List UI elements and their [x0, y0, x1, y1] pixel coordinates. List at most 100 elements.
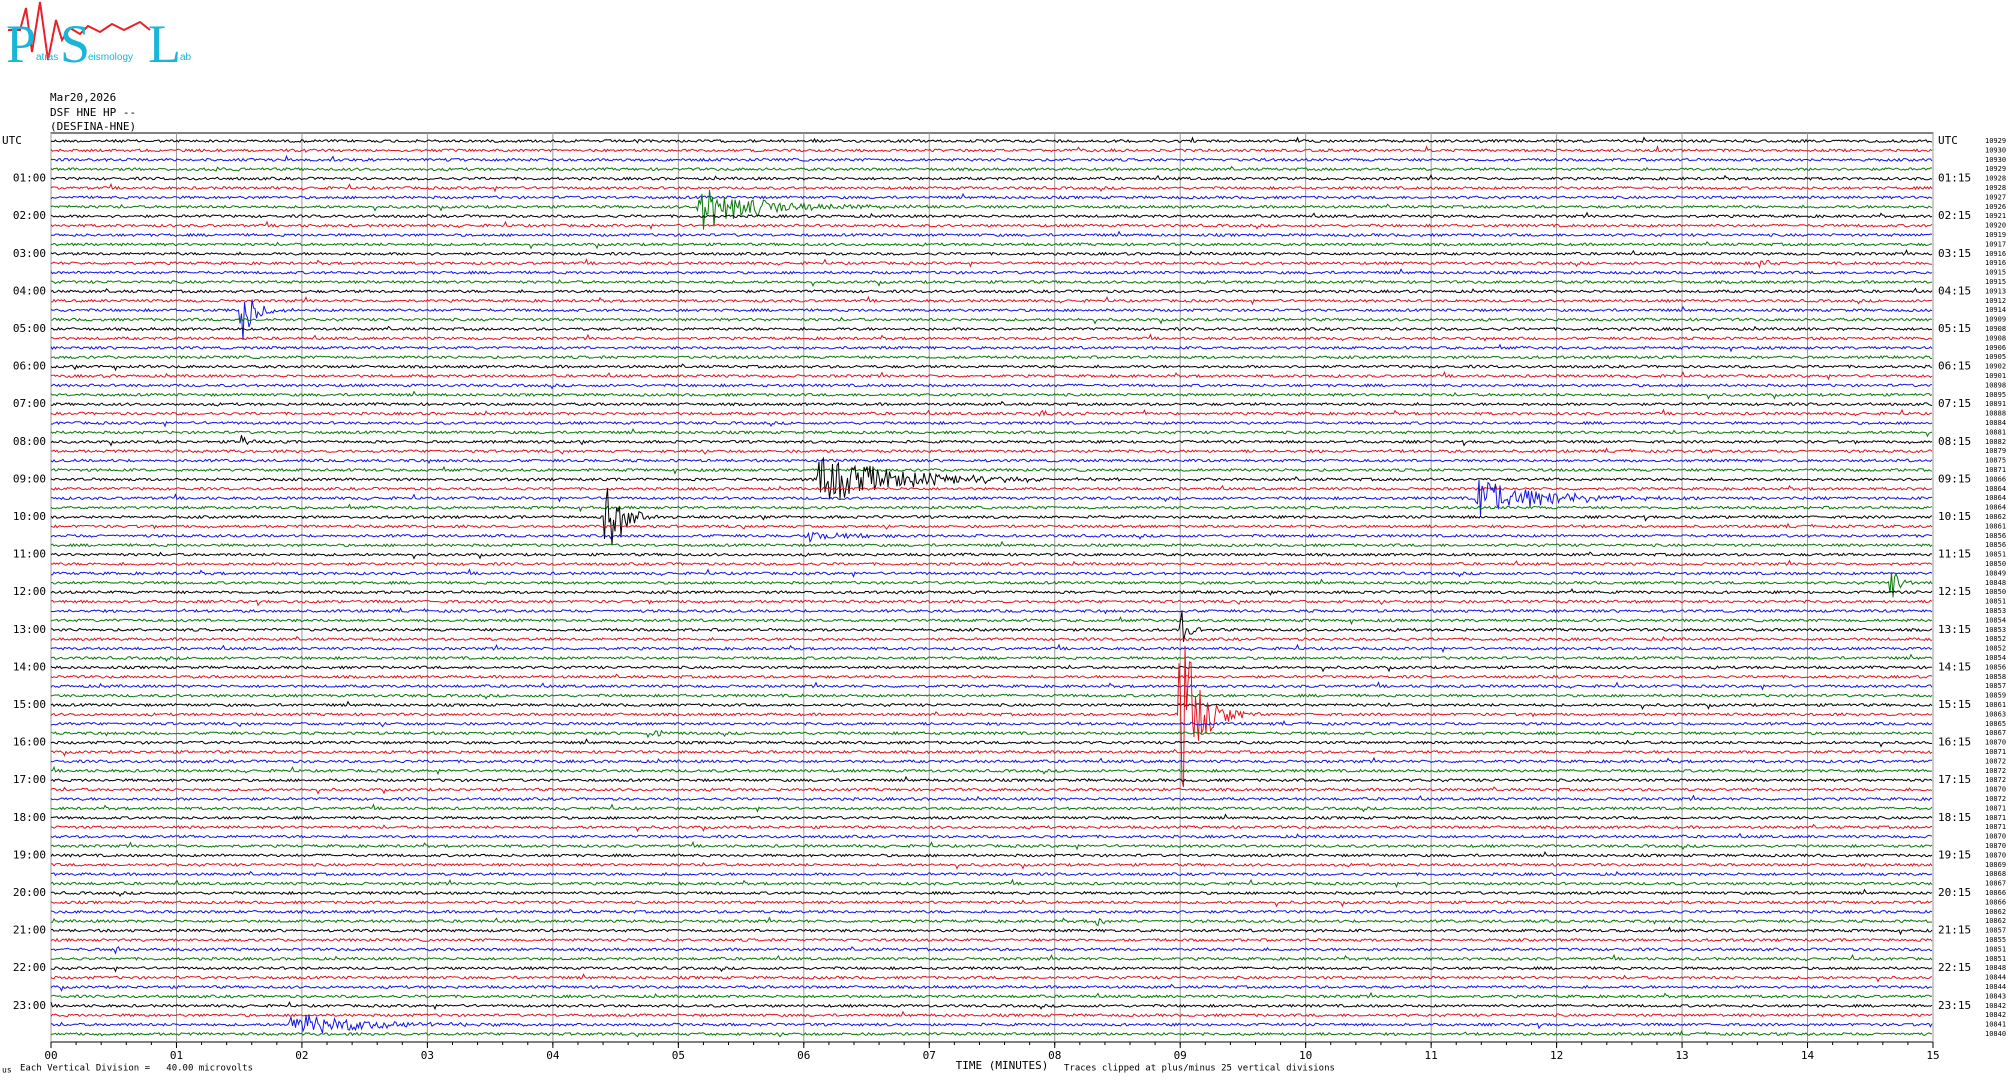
trace-count: 10843	[1985, 992, 2006, 1000]
trace-count: 10882	[1985, 438, 2006, 446]
trace	[50, 145, 1933, 154]
trace-count: 10870	[1985, 851, 2006, 859]
trace-count: 10881	[1985, 428, 2006, 436]
trace	[50, 165, 1933, 172]
trace-count: 10862	[1985, 908, 2006, 916]
trace	[50, 383, 1933, 390]
trace-count: 10862	[1985, 917, 2006, 925]
trace-count: 10871	[1985, 814, 2006, 822]
trace-count: 10917	[1985, 240, 2006, 248]
right-label: 13:15	[1938, 623, 1971, 636]
plot-frame	[50, 132, 1934, 1043]
trace	[50, 299, 1933, 341]
logo-word: atras	[36, 52, 58, 63]
left-label: 12:00	[13, 585, 46, 598]
trace	[50, 540, 1933, 548]
trace-count: 10909	[1985, 316, 2006, 324]
trace	[50, 295, 1933, 306]
trace-count: 10870	[1985, 833, 2006, 841]
x-tick-label: 00	[44, 1049, 57, 1062]
trace-count: 10915	[1985, 278, 2006, 286]
trace-count: 10867	[1985, 880, 2006, 888]
trace	[50, 447, 1933, 455]
trace	[51, 607, 1933, 615]
trace	[50, 719, 1933, 728]
right-label: 11:15	[1938, 548, 1971, 561]
logo-wiggle	[8, 1, 151, 61]
trace-count: 10895	[1985, 391, 2006, 399]
left-label: 05:00	[13, 322, 46, 335]
trace	[50, 182, 1933, 193]
trace	[50, 1030, 1933, 1038]
trace-count: 10872	[1985, 795, 2006, 803]
trace	[50, 484, 1933, 491]
trace-count: 10871	[1985, 823, 2006, 831]
left-label: 15:00	[13, 698, 46, 711]
trace	[50, 693, 1933, 700]
x-tick-label: 10	[1299, 1049, 1312, 1062]
trace	[50, 738, 1933, 748]
trace	[50, 316, 1933, 325]
trace	[50, 258, 1933, 269]
trace-count: 10857	[1985, 682, 2006, 690]
left-label: 08:00	[13, 435, 46, 448]
trace	[50, 991, 1933, 999]
left-label: UTC	[2, 134, 22, 147]
trace-count: 10866	[1985, 898, 2006, 906]
trace-count: 10842	[1985, 1002, 2006, 1010]
right-label: 10:15	[1938, 510, 1971, 523]
trace	[50, 503, 1933, 513]
left-label: 21:00	[13, 924, 46, 937]
logo-letter: P	[6, 14, 36, 74]
trace	[50, 645, 1933, 788]
left-label: 13:00	[13, 623, 46, 636]
x-tick-label: 13	[1675, 1049, 1688, 1062]
trace-count: 10842	[1985, 1011, 2006, 1019]
x-tick-label: 11	[1425, 1049, 1438, 1062]
trace	[50, 953, 1933, 962]
trace-count: 10919	[1985, 231, 2006, 239]
trace	[50, 279, 1933, 287]
trace	[50, 765, 1933, 776]
left-label: 03:00	[13, 247, 46, 260]
trace	[50, 325, 1933, 332]
trace	[51, 916, 1933, 927]
trace	[50, 599, 1933, 607]
trace	[50, 427, 1933, 438]
right-label: 09:15	[1938, 472, 1971, 485]
trace-count: 10898	[1985, 381, 2006, 389]
trace	[50, 653, 1933, 662]
trace	[50, 192, 1933, 200]
trace-count: 10870	[1985, 786, 2006, 794]
trace-count: 10850	[1985, 560, 2006, 568]
trace-count: 10856	[1985, 532, 2006, 540]
right-label: 14:15	[1938, 660, 1971, 673]
trace-count: 10856	[1985, 541, 2006, 549]
trace	[50, 343, 1933, 353]
trace	[50, 926, 1933, 936]
x-axis-title: TIME (MINUTES)	[956, 1059, 1049, 1072]
logo: P atras S eismology L ab	[6, 1, 192, 74]
trace-count: 10902	[1985, 363, 2006, 371]
trace-count: 10901	[1985, 372, 2006, 380]
trace-count: 10906	[1985, 344, 2006, 352]
trace-count: 10908	[1985, 334, 2006, 342]
x-tick-label: 15	[1926, 1049, 1939, 1062]
trace-count: 10928	[1985, 175, 2006, 183]
trace	[50, 937, 1933, 943]
trace	[50, 908, 1933, 914]
clip-note: Traces clipped at plus/minus 25 vertical…	[1064, 1064, 1335, 1074]
trace-count: 10864	[1985, 504, 2006, 512]
trace-count: 10915	[1985, 269, 2006, 277]
logo-letter: S	[60, 14, 90, 74]
trace-count: 10872	[1985, 767, 2006, 775]
x-tick-label: 02	[295, 1049, 308, 1062]
left-label: 18:00	[13, 811, 46, 824]
trace	[50, 355, 1933, 360]
trace	[50, 729, 1933, 739]
left-label: 19:00	[13, 848, 46, 861]
trace-count: 10851	[1985, 945, 2006, 953]
trace-count: 10857	[1985, 927, 2006, 935]
trace	[50, 241, 1932, 250]
